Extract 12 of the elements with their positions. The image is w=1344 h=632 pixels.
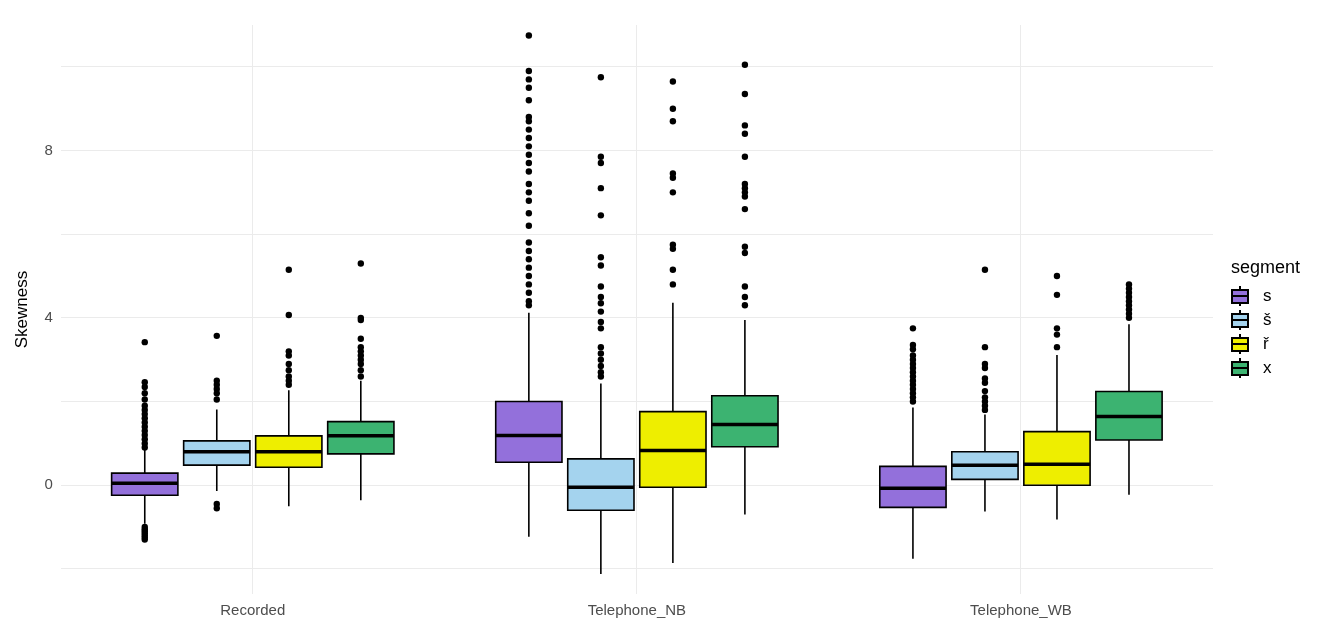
- legend-label: š: [1263, 309, 1272, 330]
- y-axis-title: Skewness: [11, 270, 31, 349]
- legend-label: s: [1263, 285, 1272, 306]
- legend-label: x: [1263, 357, 1272, 378]
- legend-label: ř: [1263, 333, 1269, 354]
- y-tick-label: 0: [44, 475, 53, 493]
- y-tick-label: 8: [44, 140, 53, 158]
- y-tick-label: 4: [44, 308, 53, 326]
- x-tick-label: Telephone_NB: [587, 601, 687, 619]
- x-tick-label: Recorded: [220, 601, 286, 619]
- legend-title: segment: [1231, 256, 1301, 278]
- x-tick-label: Telephone_WB: [970, 601, 1072, 619]
